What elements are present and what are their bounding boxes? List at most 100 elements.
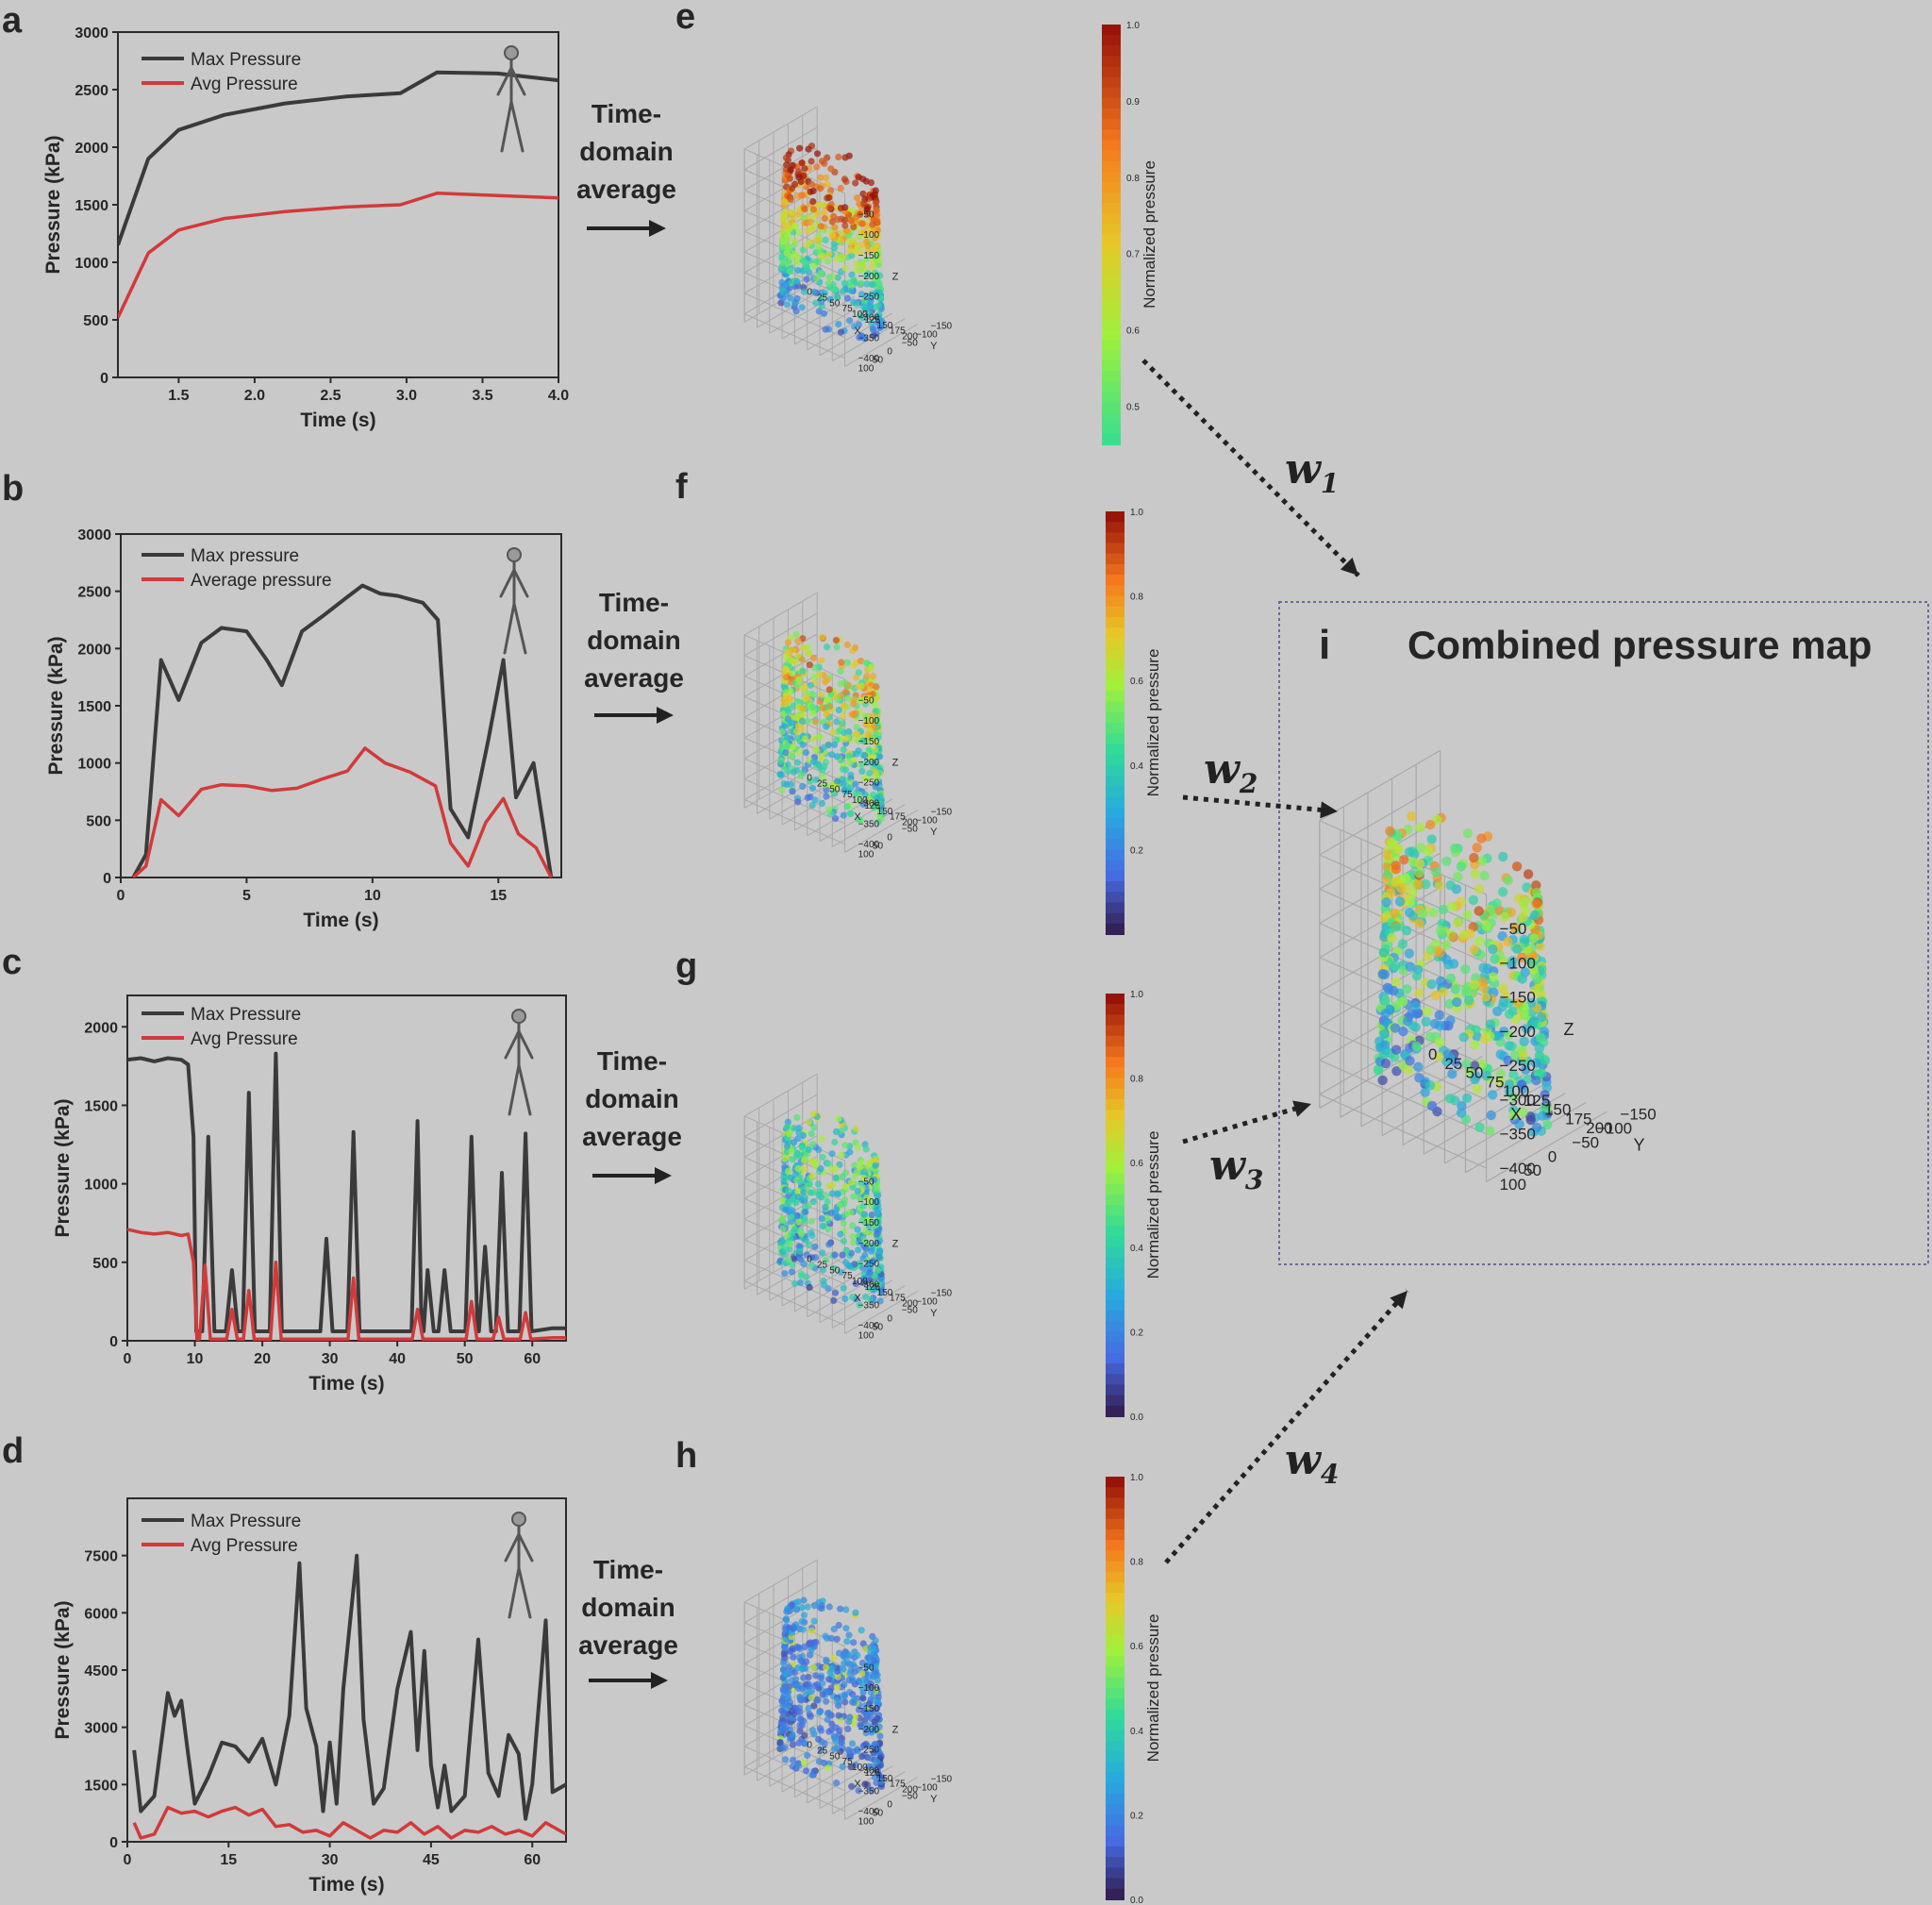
scatter-point (808, 1640, 816, 1647)
scatter-point (856, 334, 863, 342)
colorbar-segment (1106, 1477, 1124, 1489)
scatter-point (781, 1245, 789, 1252)
scatter-point (871, 758, 878, 765)
scatter-point (788, 1268, 796, 1276)
scatter-point (824, 154, 831, 161)
scatter-point (840, 288, 847, 295)
scatter-point (809, 187, 817, 194)
series-line-avg-pressure (127, 1228, 566, 1341)
scatter-point (801, 165, 808, 173)
scatter-point (778, 1216, 787, 1224)
scatter-point (805, 1673, 812, 1681)
scatter-point (854, 1651, 861, 1660)
colorbar-segment (1106, 1236, 1124, 1248)
scatter-point (809, 1663, 818, 1671)
scatter-point (856, 816, 863, 824)
scatter-point (846, 810, 854, 817)
scatter-point (779, 1196, 787, 1205)
colorbar-segment (1102, 213, 1121, 226)
colorbar-segment (1106, 1342, 1124, 1354)
colorbar-segment (1106, 1384, 1124, 1396)
scatter-point (846, 239, 854, 246)
scatter-point (1526, 958, 1537, 968)
scatter-point (801, 1155, 809, 1162)
y-tick-label: 2000 (75, 141, 108, 157)
scatter-point (1445, 1015, 1456, 1026)
scatter-point (786, 1128, 793, 1136)
colorbar-segment (1106, 733, 1124, 745)
scatter-point (818, 657, 825, 664)
scatter-point (874, 1677, 881, 1684)
colorbar-tick-label: 0.4 (1130, 761, 1143, 772)
scatter-point (832, 1174, 840, 1181)
scatter-point (1512, 944, 1523, 954)
scatter-point (1399, 855, 1409, 865)
scatter-point (864, 731, 873, 739)
x-tick-label: 100 (852, 795, 868, 806)
scatter-point (1535, 941, 1546, 952)
colorbar-segment (1106, 1268, 1124, 1280)
x-tick-label: 25 (817, 292, 828, 303)
scatter-point (794, 266, 802, 275)
scatter-point (872, 1181, 880, 1189)
scatter-point (821, 215, 828, 223)
scatter-point (1491, 898, 1502, 909)
scatter-point (852, 1125, 859, 1132)
scatter-point (806, 239, 813, 246)
scatter-point (817, 223, 824, 230)
colorbar-segment (1102, 423, 1121, 435)
z-tick-label: −250 (858, 778, 880, 789)
z-tick-label: −100 (858, 230, 880, 241)
scatter-point (803, 1273, 810, 1280)
colorbar-segment (1102, 276, 1121, 289)
scatter-point (857, 696, 864, 704)
scatter-point (795, 168, 803, 175)
scatter-point (858, 1627, 865, 1634)
scatter-point (825, 274, 833, 281)
scatter-point (811, 1243, 819, 1250)
scatter-point (834, 1673, 841, 1680)
chart-d-max-avg-pressure: 0 1500 3000 4500 6000 7500 0 15 30 45 60 Time (s) Pr… (52, 1497, 567, 1896)
z-tick-label: −200 (858, 272, 880, 282)
scatter-point (1430, 991, 1441, 1001)
legend: Max Pressure Avg Pressure (142, 1512, 301, 1556)
scatter-point (841, 154, 849, 161)
colorbar-segment (1106, 1078, 1124, 1090)
scatter-point (1441, 856, 1452, 866)
scatter-point (837, 667, 844, 676)
scatter-point (841, 1142, 849, 1149)
scatter-point (777, 771, 786, 778)
scatter-point (819, 1153, 826, 1161)
scatter-point (870, 1743, 877, 1750)
scatter-point (805, 1118, 813, 1127)
scatter-point (805, 1682, 813, 1690)
scatter-point (846, 760, 854, 767)
y-tick-label: 0 (109, 1334, 118, 1350)
scatter-point (848, 1740, 857, 1747)
scatter-point (787, 166, 794, 174)
colorbar-tick-label: 0.0 (1130, 1896, 1143, 1905)
scatter-point (841, 1183, 850, 1191)
time-domain-average-labels: Time-domain average Time-domain average Time… (576, 99, 684, 1689)
colorbar-segment (1106, 1173, 1124, 1185)
scatter-point (865, 1222, 873, 1230)
scatter-point (824, 194, 831, 202)
scatter-point (850, 224, 858, 231)
scatter-point (800, 172, 808, 180)
scatter-point (1379, 1028, 1390, 1040)
scatter-point (832, 1164, 840, 1172)
colorbar-segment (1106, 606, 1124, 618)
scatter-point (844, 1725, 852, 1732)
scatter-point (855, 747, 862, 755)
z-tick-label: −300 (858, 1280, 880, 1291)
scatter-point (863, 280, 871, 288)
z-tick-label: −50 (1500, 920, 1527, 938)
scatter-point (860, 1168, 868, 1176)
y-axis-label: Y (930, 827, 938, 838)
scatter-point (1468, 894, 1479, 906)
scatter-point (819, 1222, 827, 1229)
scatter-point (806, 1180, 813, 1188)
scatter-point (784, 1167, 792, 1175)
scatter-point (789, 1156, 796, 1163)
